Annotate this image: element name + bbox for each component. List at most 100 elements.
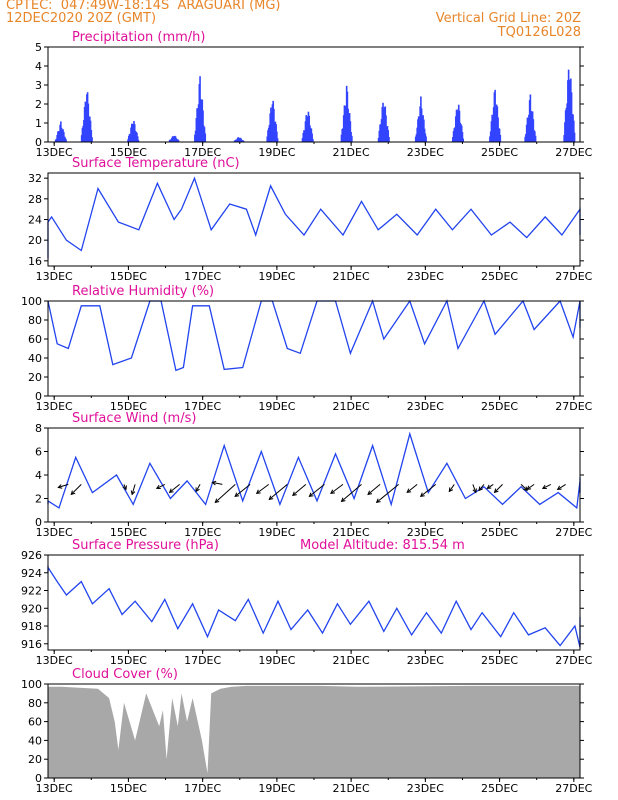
cloud-cover-xtick-label: 25DEC [481, 782, 518, 795]
humidity-ytick-label: 60 [28, 333, 42, 346]
pressure-xtick-label: 17DEC [184, 654, 221, 667]
precip-bar [387, 130, 390, 142]
precip-bar [136, 136, 139, 142]
wind-arrowhead [268, 495, 274, 501]
wind-xtick-label: 25DEC [481, 526, 518, 539]
wind-vector [292, 484, 307, 496]
wind-arrowhead [195, 487, 200, 493]
precipitation-frame [47, 46, 581, 143]
precip-bar [573, 132, 576, 142]
wind-arrowhead [375, 498, 381, 504]
wind-vector [195, 484, 201, 492]
humidity-title: Relative Humidity (%) [72, 284, 214, 299]
wind-ytick-label: 6 [35, 446, 42, 459]
wind-vector [520, 484, 528, 491]
wind-vector [58, 483, 69, 488]
wind-vector [309, 484, 325, 497]
precipitation-title: Precipitation (mm/h) [72, 30, 205, 45]
precip-bar [65, 139, 67, 142]
pressure-xtick-label: 23DEC [407, 654, 444, 667]
wind-arrowhead [493, 488, 499, 494]
precip-bar [276, 131, 278, 142]
cloud-cover-xtick-label: 21DEC [333, 782, 370, 795]
wind-vector [486, 483, 494, 489]
wind-arrowhead [419, 492, 425, 498]
wind-title: Surface Wind (m/s) [72, 411, 196, 426]
wind-arrowhead [211, 480, 217, 486]
humidity-xtick-label: 25DEC [481, 400, 518, 413]
humidity-xtick-label: 17DEC [184, 400, 221, 413]
wind-ytick-label: 4 [35, 469, 42, 482]
wind-vector [420, 484, 437, 497]
wind-xtick-label: 13DEC [36, 526, 73, 539]
pressure-xtick-label: 21DEC [333, 654, 370, 667]
precipitation-xtick-label: 21DEC [333, 146, 370, 159]
wind-arrowhead [234, 492, 240, 498]
temperature-xtick-label: 17DEC [184, 270, 221, 283]
wind-vector [542, 483, 552, 489]
precip-bar [499, 134, 502, 142]
wind-arrowhead [486, 484, 492, 489]
temperature-ytick-label: 20 [28, 234, 42, 247]
temperature-xtick-label: 21DEC [333, 270, 370, 283]
precipitation-xtick-label: 23DEC [407, 146, 444, 159]
wind-ytick-label: 8 [35, 422, 42, 435]
wind-xtick-label: 15DEC [110, 526, 147, 539]
vertical-grid-note: Vertical Grid Line: 20Z [435, 11, 581, 26]
wind-vector [214, 484, 236, 503]
wind-vector [406, 484, 418, 493]
humidity-xtick-label: 27DEC [555, 400, 592, 413]
temperature-line [47, 176, 581, 259]
wind-xtick-label: 17DEC [184, 526, 221, 539]
wind-arrowhead [330, 489, 335, 495]
wind-vector [234, 484, 251, 497]
wind-vector [330, 483, 344, 494]
model-code: TQ0126L028 [497, 25, 581, 40]
temperature-xtick-label: 23DEC [407, 270, 444, 283]
forecast-run-time: 12DEC2020 20Z (GMT) [6, 11, 157, 26]
precip-bar [91, 137, 93, 142]
wind-xtick-label: 27DEC [555, 526, 592, 539]
precipitation-xtick-label: 15DEC [110, 146, 147, 159]
precipitation-ytick-label: 4 [35, 60, 42, 73]
cloud-cover-area [48, 685, 580, 778]
wind-xtick-label: 23DEC [407, 526, 444, 539]
humidity-ytick-label: 80 [28, 314, 42, 327]
wind-arrowhead [556, 485, 562, 490]
pressure-line [47, 565, 581, 648]
cloud-cover-ytick-label: 80 [28, 697, 42, 710]
temperature-xtick-label: 27DEC [555, 270, 592, 283]
wind-arrowhead [406, 488, 412, 494]
pressure-xtick-label: 27DEC [555, 654, 592, 667]
cloud-cover-ytick-label: 0 [35, 772, 42, 785]
pressure-ytick-label: 926 [21, 549, 42, 562]
wind-arrowhead [255, 489, 261, 495]
wind-arrowhead [308, 492, 314, 498]
wind-arrowhead [523, 486, 528, 492]
wind-frame [47, 427, 581, 523]
pressure-xtick-label: 25DEC [481, 654, 518, 667]
temperature-xtick-label: 19DEC [258, 270, 295, 283]
precip-bar [137, 140, 140, 142]
wind-arrowhead [214, 498, 220, 504]
wind-arrowhead [367, 490, 373, 496]
pressure-subtitle: Model Altitude: 815.54 m [300, 538, 465, 553]
cloud-cover-xtick-label: 13DEC [36, 782, 73, 795]
wind-vector [367, 484, 381, 495]
cloud-cover-xtick-label: 19DEC [258, 782, 295, 795]
precip-bar [388, 137, 390, 142]
precipitation-ytick-label: 3 [35, 79, 42, 92]
wind-vector [268, 484, 288, 500]
cloud-cover-ytick-label: 40 [28, 734, 42, 747]
humidity-xtick-label: 21DEC [333, 400, 370, 413]
temperature-ytick-label: 16 [28, 255, 42, 268]
pressure-xtick-label: 19DEC [258, 654, 295, 667]
temperature-ytick-label: 24 [28, 214, 42, 227]
pressure-ytick-label: 918 [21, 620, 42, 633]
cloud-cover-ytick-label: 20 [28, 753, 42, 766]
pressure-ytick-label: 916 [21, 638, 42, 651]
precipitation-ytick-label: 0 [35, 136, 42, 149]
precipitation-ytick-label: 2 [35, 98, 42, 111]
wind-vector [376, 484, 399, 503]
